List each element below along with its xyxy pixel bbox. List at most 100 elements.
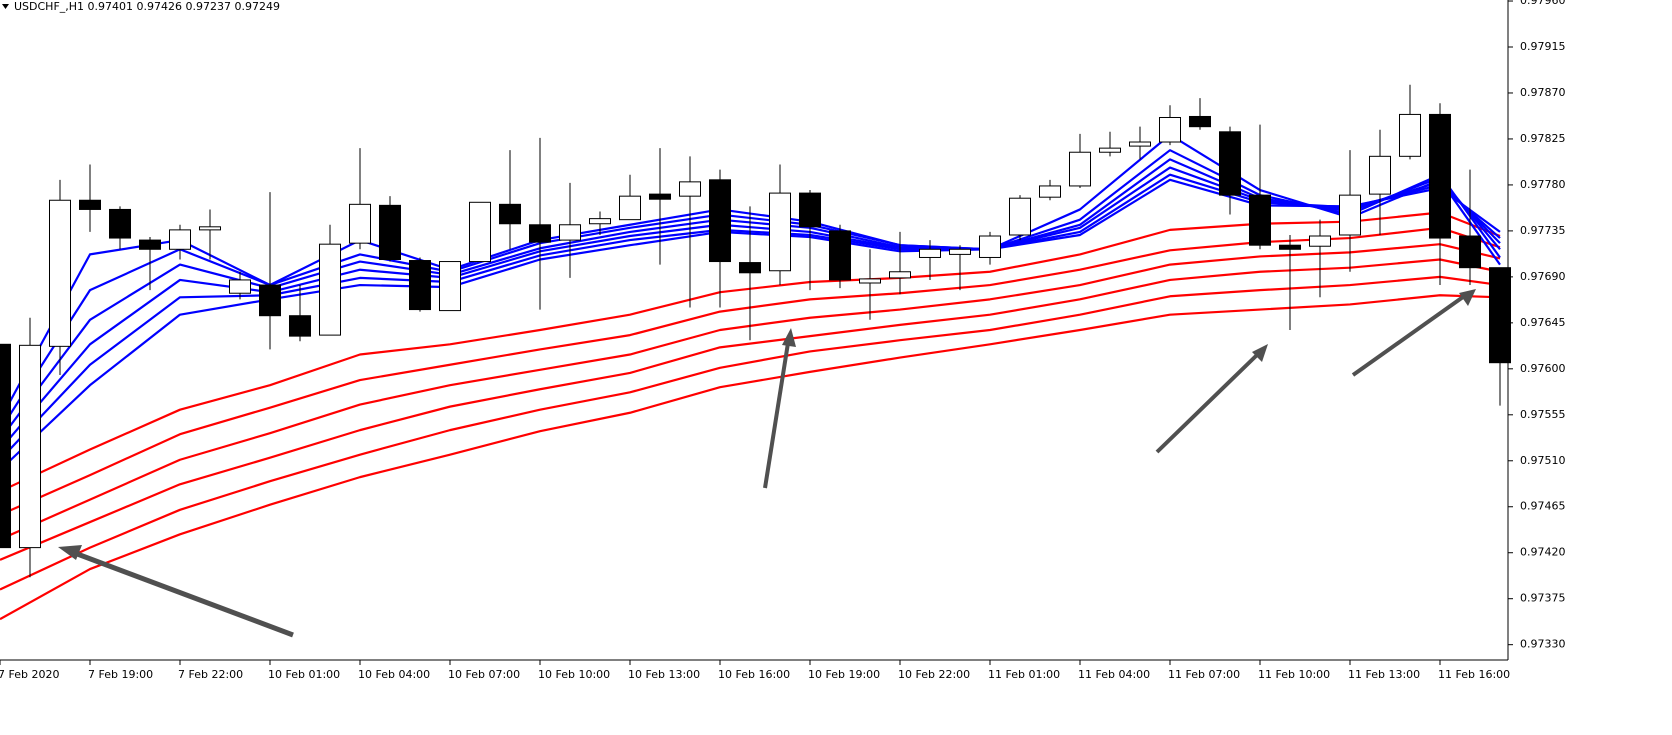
candle-body (1009, 197, 1031, 236)
moving-average-line (0, 226, 1501, 516)
candle-body (709, 179, 731, 263)
x-tick-label: 10 Feb 16:00 (718, 668, 790, 681)
x-tick-label: 10 Feb 13:00 (628, 668, 700, 681)
candle-body (439, 261, 461, 312)
candle-body (589, 218, 611, 225)
candle-body (499, 203, 521, 225)
arrow-head (782, 328, 796, 347)
candle-body (1069, 151, 1091, 187)
y-tick-label: 0.97510 (1520, 454, 1566, 467)
candle-body (979, 235, 1001, 258)
candle-body (139, 239, 161, 250)
x-tick-label: 10 Feb 01:00 (268, 668, 340, 681)
x-tick-label: 7 Feb 2020 (0, 668, 59, 681)
moving-average-line (0, 243, 1501, 541)
candle-body (349, 203, 371, 244)
y-tick-label: 0.97960 (1520, 0, 1566, 7)
candle-body (1159, 116, 1181, 143)
x-tick-label: 11 Feb 13:00 (1348, 668, 1420, 681)
candle-body (319, 243, 341, 336)
candle-body (949, 248, 971, 255)
moving-average-line (0, 166, 1501, 451)
x-tick-label: 10 Feb 22:00 (898, 668, 970, 681)
candle-body (109, 208, 131, 239)
candle-body (229, 279, 251, 294)
candle-body (409, 260, 431, 311)
moving-average-line (0, 211, 1501, 493)
x-tick-label: 11 Feb 16:00 (1438, 668, 1510, 681)
y-tick-label: 0.97825 (1520, 132, 1566, 145)
candle-body (649, 193, 671, 200)
candle-body (289, 315, 311, 337)
y-tick-label: 0.97735 (1520, 224, 1566, 237)
candle-body (379, 204, 401, 261)
candle-body (1309, 235, 1331, 247)
header-background (0, 0, 300, 14)
y-tick-label: 0.97870 (1520, 86, 1566, 99)
candle-body (1249, 194, 1271, 246)
candle-body (1399, 113, 1421, 157)
y-tick-label: 0.97330 (1520, 638, 1566, 651)
candle-body (1129, 141, 1151, 147)
candle-body (0, 343, 11, 549)
arrow-shaft (763, 342, 790, 489)
candle-body (919, 248, 941, 258)
arrow-head (1252, 344, 1268, 362)
moving-average-line (0, 133, 1501, 421)
candle-body (799, 192, 821, 228)
y-tick-label: 0.97465 (1520, 500, 1566, 513)
arrow-head (1459, 289, 1476, 306)
candle-body (1459, 235, 1481, 269)
candle-body (1369, 155, 1391, 195)
candle-body (1339, 194, 1361, 236)
moving-average-line (0, 275, 1501, 591)
moving-average-line (0, 294, 1501, 621)
candle-body (19, 344, 41, 549)
plot-area (0, 84, 1511, 621)
y-tick-label: 0.97780 (1520, 178, 1566, 191)
arrow-head (58, 545, 82, 560)
candle-body (469, 201, 491, 263)
y-tick-label: 0.97555 (1520, 408, 1566, 421)
x-tick-label: 10 Feb 10:00 (538, 668, 610, 681)
candle-body (739, 262, 761, 274)
y-tick-label: 0.97690 (1520, 270, 1566, 283)
x-tick-label: 11 Feb 07:00 (1168, 668, 1240, 681)
candle-body (169, 229, 191, 250)
y-tick-label: 0.97915 (1520, 40, 1566, 53)
candle-body (889, 271, 911, 279)
y-tick-label: 0.97420 (1520, 546, 1566, 559)
x-tick-label: 11 Feb 04:00 (1078, 668, 1150, 681)
candle-body (529, 224, 551, 243)
x-tick-label: 11 Feb 01:00 (988, 668, 1060, 681)
arrow-shaft (1155, 352, 1260, 454)
y-tick-label: 0.97600 (1520, 362, 1566, 375)
annotation-arrows (58, 289, 1476, 638)
candle-body (49, 199, 71, 347)
candle-body (1099, 147, 1121, 153)
moving-average-line (0, 178, 1501, 471)
candle-body (679, 181, 701, 197)
x-tick-label: 10 Feb 07:00 (448, 668, 520, 681)
candle-body (829, 230, 851, 281)
x-tick-label: 10 Feb 04:00 (358, 668, 430, 681)
y-tick-label: 0.97645 (1520, 316, 1566, 329)
chart-title: USDCHF_,H1 0.97401 0.97426 0.97237 0.972… (14, 0, 280, 13)
candle-body (619, 195, 641, 221)
arrow-shaft (71, 549, 294, 638)
x-tick-label: 7 Feb 22:00 (178, 668, 243, 681)
candle-body (559, 224, 581, 241)
candle-body (1219, 131, 1241, 196)
candle-body (1489, 267, 1511, 364)
header-icon (2, 4, 9, 9)
candle-body (1039, 185, 1061, 198)
candle-body (859, 278, 881, 284)
x-tick-label: 11 Feb 10:00 (1258, 668, 1330, 681)
moving-average-line (0, 173, 1501, 461)
candle-body (259, 284, 281, 317)
candle-body (1279, 244, 1301, 250)
candle-body (769, 192, 791, 272)
moving-average-line (0, 258, 1501, 561)
